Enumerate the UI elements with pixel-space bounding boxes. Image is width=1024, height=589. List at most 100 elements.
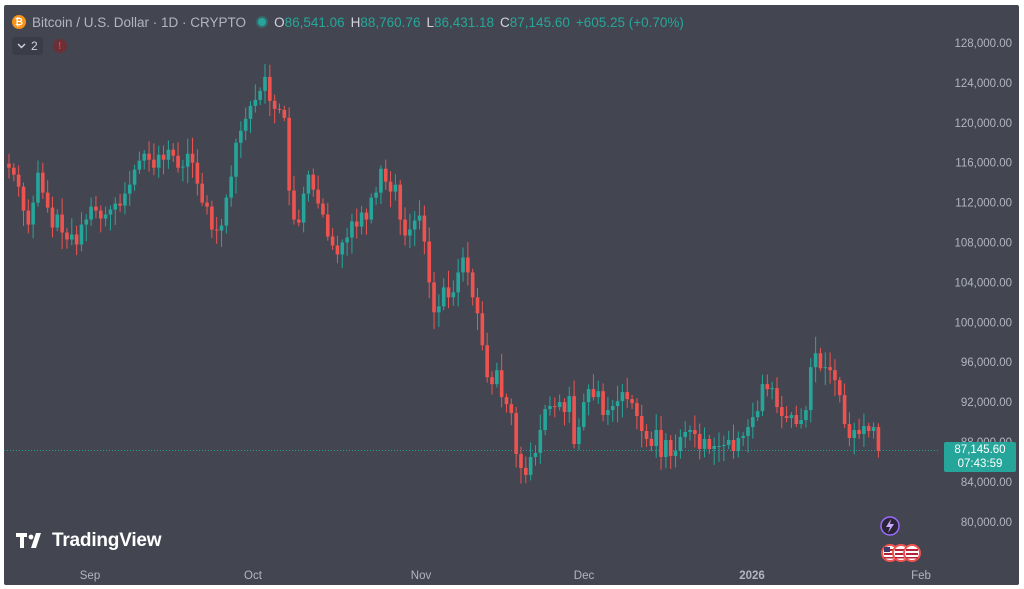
candle-body[interactable] <box>118 203 122 206</box>
candle-body[interactable] <box>383 168 388 182</box>
candle-body[interactable] <box>736 438 741 451</box>
candle-body[interactable] <box>403 219 407 236</box>
candle-body[interactable] <box>108 209 113 215</box>
candle-body[interactable] <box>219 225 224 231</box>
candle-body[interactable] <box>799 420 803 425</box>
candle-body[interactable] <box>702 439 707 449</box>
candle-body[interactable] <box>862 426 866 435</box>
candle-body[interactable] <box>268 76 272 101</box>
candle-body[interactable] <box>765 384 770 390</box>
chart-canvas[interactable]: 128,000.00 124,000.00 120,000.00 116,000.00… <box>4 5 1019 585</box>
candle-body[interactable] <box>683 432 687 438</box>
candle-body[interactable] <box>272 100 277 109</box>
candle-body[interactable] <box>379 168 383 193</box>
candle-body[interactable] <box>789 415 794 419</box>
candle-body[interactable] <box>751 417 755 428</box>
candle-body[interactable] <box>205 202 209 207</box>
candle-body[interactable] <box>103 214 108 219</box>
candle-body[interactable] <box>287 117 291 191</box>
candle-body[interactable] <box>625 392 630 400</box>
candle-body[interactable] <box>538 430 543 453</box>
candle-body[interactable] <box>852 430 857 439</box>
candle-body[interactable] <box>166 149 171 160</box>
candle-body[interactable] <box>446 287 451 298</box>
candle-body[interactable] <box>673 450 678 456</box>
candle-body[interactable] <box>519 453 523 468</box>
candle-body[interactable] <box>712 445 716 449</box>
indicators-toggle-button[interactable]: 2 <box>12 37 43 55</box>
candle-body[interactable] <box>16 174 21 187</box>
candle-body[interactable] <box>780 407 784 417</box>
candle-body[interactable] <box>277 108 282 110</box>
candle-body[interactable] <box>451 292 456 298</box>
candle-body[interactable] <box>654 430 659 446</box>
candle-body[interactable] <box>210 206 214 230</box>
candle-body[interactable] <box>21 186 26 211</box>
candle-body[interactable] <box>79 224 84 245</box>
candle-body[interactable] <box>533 452 538 457</box>
candle-body[interactable] <box>200 183 204 203</box>
candle-body[interactable] <box>335 245 340 255</box>
candle-body[interactable] <box>813 353 818 368</box>
candle-body[interactable] <box>504 397 509 405</box>
candle-body[interactable] <box>499 370 504 398</box>
candle-body[interactable] <box>606 410 610 416</box>
candle-body[interactable] <box>354 221 359 227</box>
candle-body[interactable] <box>359 212 364 227</box>
us-flag-event-icon[interactable] <box>903 544 921 562</box>
candle-body[interactable] <box>847 424 852 439</box>
candle-body[interactable] <box>74 234 79 245</box>
candle-body[interactable] <box>794 415 799 425</box>
candle-body[interactable] <box>239 130 243 143</box>
candle-body[interactable] <box>36 172 40 203</box>
candle-body[interactable] <box>316 189 320 204</box>
candle-body[interactable] <box>12 167 16 175</box>
candle-body[interactable] <box>26 210 31 225</box>
candle-body[interactable] <box>60 214 64 233</box>
candle-body[interactable] <box>480 313 485 346</box>
candle-body[interactable] <box>456 272 460 293</box>
candle-body[interactable] <box>432 282 436 313</box>
candle-body[interactable] <box>41 172 45 193</box>
candle-body[interactable] <box>770 388 774 390</box>
candle-body[interactable] <box>330 236 335 246</box>
candle-body[interactable] <box>871 427 876 432</box>
candle-body[interactable] <box>697 434 702 449</box>
candle-body[interactable] <box>297 219 301 223</box>
candle-body[interactable] <box>171 149 176 156</box>
candle-body[interactable] <box>45 192 50 208</box>
chart-events[interactable] <box>877 514 927 571</box>
candle-body[interactable] <box>229 176 233 198</box>
candle-body[interactable] <box>808 367 813 411</box>
candle-body[interactable] <box>610 406 615 411</box>
candle-body[interactable] <box>137 160 142 170</box>
candle-body[interactable] <box>495 370 499 385</box>
candle-body[interactable] <box>466 257 470 273</box>
candle-body[interactable] <box>543 409 547 431</box>
candle-body[interactable] <box>717 445 721 447</box>
candle-body[interactable] <box>31 202 35 225</box>
tradingview-logo[interactable]: TradingView <box>16 530 162 552</box>
candle-body[interactable] <box>746 427 750 437</box>
candle-body[interactable] <box>325 214 330 237</box>
candle-body[interactable] <box>292 190 296 220</box>
candle-body[interactable] <box>567 396 572 413</box>
candle-body[interactable] <box>350 221 354 238</box>
candle-body[interactable] <box>258 90 262 100</box>
candle-body[interactable] <box>301 193 306 223</box>
candle-body[interactable] <box>470 272 475 298</box>
candle-body[interactable] <box>620 392 625 402</box>
price-axis[interactable]: 128,000.00 124,000.00 120,000.00 116,000.00… <box>954 38 1012 529</box>
candle-body[interactable] <box>152 159 156 168</box>
candle-body[interactable] <box>678 437 683 451</box>
candle-body[interactable] <box>253 99 258 106</box>
candle-body[interactable] <box>664 440 668 457</box>
candle-body[interactable] <box>823 367 828 369</box>
candle-body[interactable] <box>509 404 514 414</box>
time-axis[interactable]: Sep Oct Nov Dec 2026 Feb <box>80 570 931 582</box>
lightning-event-icon[interactable] <box>880 516 900 536</box>
candle-body[interactable] <box>156 154 161 168</box>
candle-body[interactable] <box>422 215 427 242</box>
candle-body[interactable] <box>596 391 601 398</box>
candle-body[interactable] <box>461 257 465 273</box>
